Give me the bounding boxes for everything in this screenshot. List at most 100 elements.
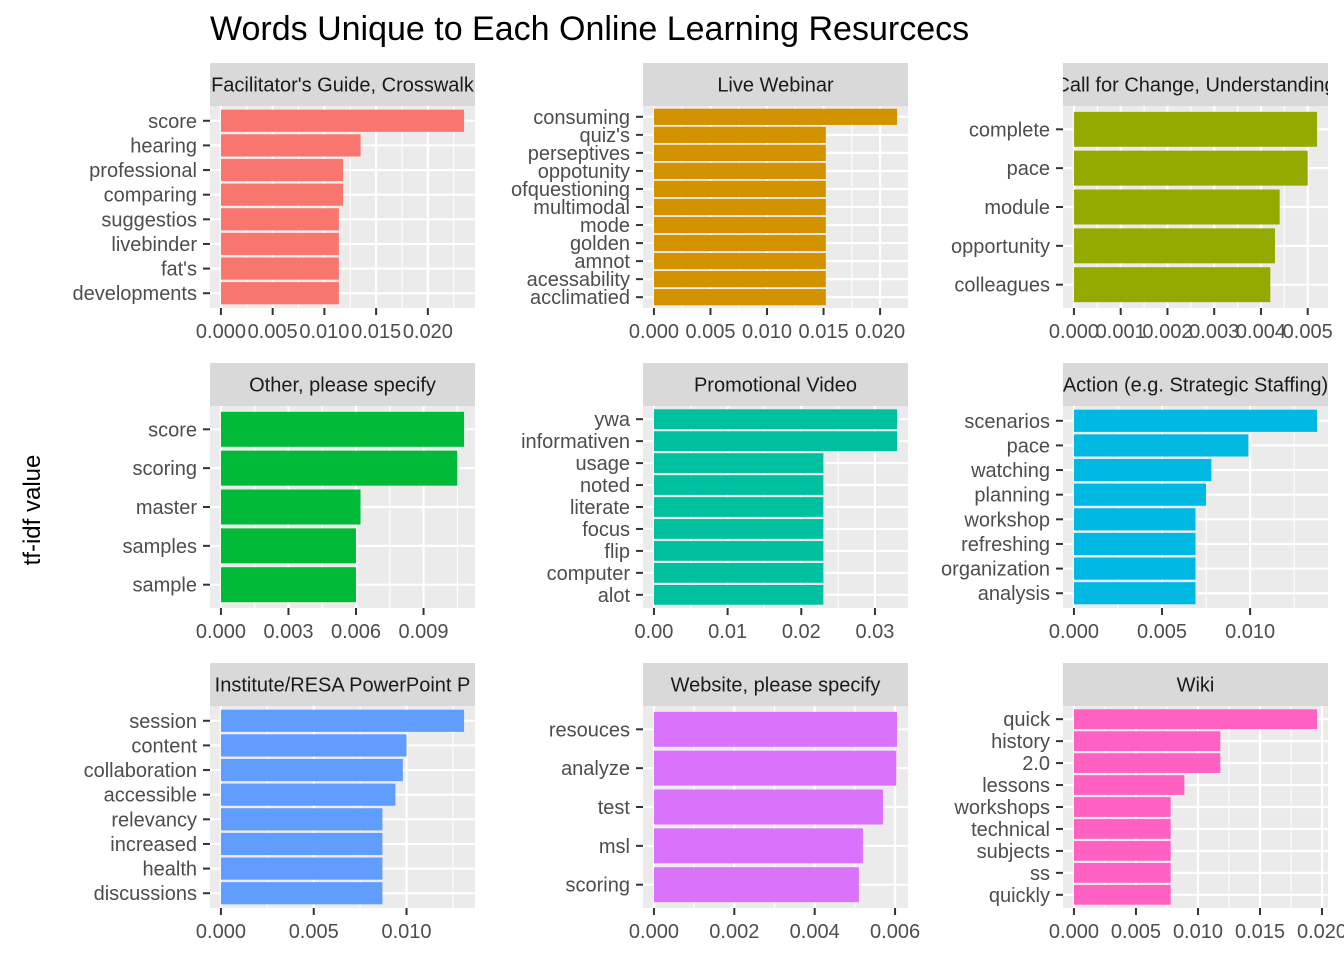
facet-strip [643,663,908,706]
facet-strip [210,663,475,706]
y-tick-label: history [991,731,1050,753]
y-tick-label: pace [1007,158,1050,180]
x-tick-label: 0.015 [351,321,401,343]
bar [653,475,824,495]
bar [220,489,361,525]
x-tick-label: 0.005 [685,321,735,343]
y-tick-label: msl [599,836,630,858]
y-tick-label: mode [580,215,630,237]
y-tick-label: score [148,111,197,133]
bar [653,750,897,786]
y-tick-label: master [136,497,197,519]
x-tick-label: 0.000 [1049,321,1099,343]
x-tick-label: 0.002 [1142,321,1192,343]
x-tick-label: 0.000 [196,921,246,943]
facet-strip-label: Website, please specify [671,675,881,697]
y-tick-label: score [148,419,197,441]
bar [653,711,898,747]
x-tick-label: 0.005 [1137,621,1187,643]
facet-strip-label: Call for Change, Understanding [1055,75,1335,97]
bar [220,758,403,782]
facet-panel: Action (e.g. Strategic Staffing) scenario… [941,363,1328,643]
facet-strip-label: Institute/RESA PowerPoint P [215,675,471,697]
y-tick-label: literate [570,497,630,519]
x-tick-label: 0.003 [263,621,313,643]
y-tick-label: focus [582,519,630,541]
bar [1073,409,1318,432]
y-tick-label: workshops [953,797,1050,819]
y-tick-label: acessability [527,269,630,291]
bar [1073,797,1171,817]
facet-strip-label: Action (e.g. Strategic Staffing) [1063,375,1328,397]
bar [1073,150,1308,186]
x-tick-label: 0.020 [1297,921,1344,943]
y-tick-label: ss [1030,863,1050,885]
bar [1073,884,1171,905]
x-tick-label: 0.005 [289,921,339,943]
bar [653,828,863,864]
x-tick-label: 0.015 [1235,921,1285,943]
x-tick-label: 0.010 [742,321,792,343]
bar [1073,731,1221,752]
facet-strip-label: Facilitator's Guide, Crosswalk [211,75,475,97]
y-tick-label: planning [974,485,1050,507]
facet-strip [643,363,908,406]
y-tick-label: increased [110,834,197,856]
y-tick-label: quiz's [579,125,630,147]
bar [1073,483,1207,506]
bar [1073,111,1318,147]
x-tick-label: 0.000 [196,621,246,643]
bar [1073,557,1196,580]
bar [653,453,824,473]
bar [1073,508,1196,531]
y-tick-label: discussions [94,883,197,905]
y-tick-label: scoring [133,458,197,480]
x-tick-label: 0.000 [629,321,679,343]
bar [1073,228,1275,264]
y-tick-label: multimodal [533,197,630,219]
x-tick-label: 0.006 [870,921,920,943]
bar [220,808,383,831]
bar [1073,753,1221,773]
y-tick-label: module [984,197,1050,219]
x-tick-label: 0.00 [634,621,673,643]
x-tick-label: 0.010 [299,321,349,343]
y-tick-label: test [598,797,631,819]
bar [653,497,824,517]
y-tick-label: samples [123,536,197,558]
bar [653,198,826,216]
x-tick-label: 0.001 [1096,321,1146,343]
y-tick-label: lessons [982,775,1050,797]
bar [220,709,465,732]
y-tick-label: relevancy [111,809,197,831]
bar [1073,862,1171,883]
x-tick-label: 0.010 [1225,621,1275,643]
bar [653,562,824,583]
x-tick-label: 0.03 [855,621,894,643]
y-tick-label: professional [89,160,197,182]
bar [1073,841,1171,861]
bar [220,528,357,564]
bar [220,183,344,206]
y-tick-label: suggestios [101,209,197,231]
x-tick-label: 0.004 [790,921,840,943]
y-tick-label: analysis [978,583,1050,605]
y-tick-label: scenarios [964,411,1050,433]
y-axis-title: tf-idf value [19,455,46,566]
y-tick-label: fat's [161,259,197,281]
x-tick-label: 0.000 [1049,621,1099,643]
bar [653,271,826,288]
facets: Facilitator's Guide, Crosswalkscoreheari… [72,63,1344,943]
x-tick-label: 0.005 [248,321,298,343]
x-tick-label: 0.02 [782,621,821,643]
bar [653,180,826,198]
bar [220,282,339,305]
facet-panel: Other, please specify score scoring master s… [123,363,475,643]
facet-strip-label: Other, please specify [249,375,436,397]
facet-strip [210,363,475,406]
bar [653,789,883,825]
facet-panel: Promotional Video ywainformativenusagenot… [521,363,908,643]
bar [220,734,407,757]
x-tick-label: 0.005 [1283,321,1333,343]
